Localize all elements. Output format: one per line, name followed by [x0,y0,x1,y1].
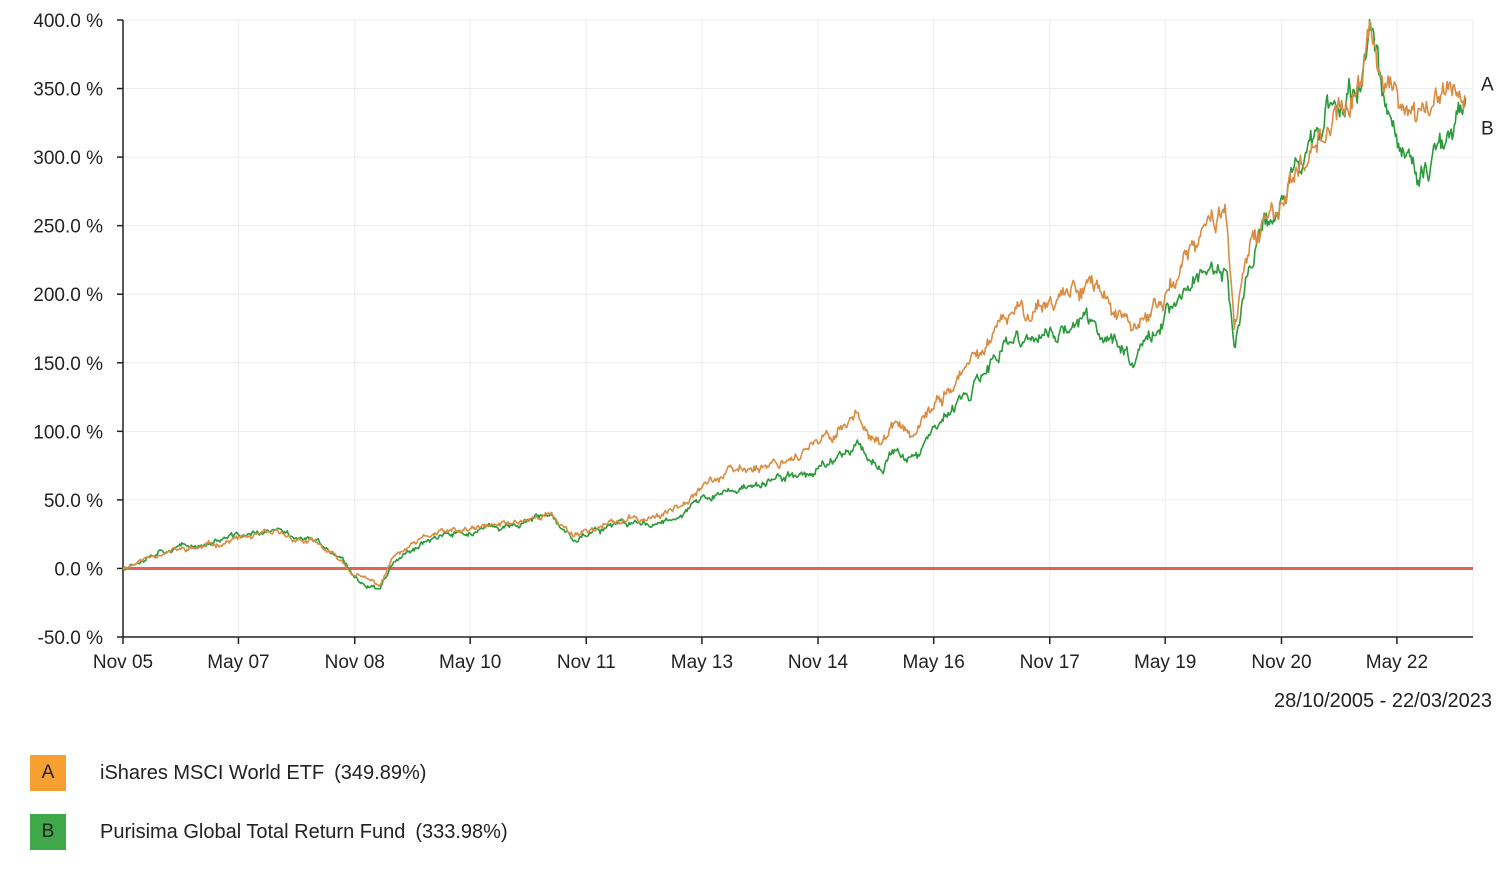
y-tick-label: 50.0 % [44,491,103,512]
x-tick-label: May 16 [903,652,965,673]
y-tick-label: 300.0 % [33,148,103,169]
x-tick-label: May 10 [439,652,501,673]
x-tick-label: Nov 20 [1251,652,1311,673]
legend-item-b: B Purisima Global Total Return Fund (333.… [30,814,508,850]
grid [122,19,1474,637]
performance-chart: 400.0 % 350.0 % 300.0 % 250.0 % 200.0 % 150.0… [33,11,1494,673]
series-end-label-b: B [1481,118,1494,139]
legend-label-b: Purisima Global Total Return Fund (333.98… [100,821,508,844]
legend-name-a: iShares MSCI World ETF [100,761,325,784]
y-tick-label: 200.0 % [33,285,103,306]
x-tick-label: Nov 14 [788,652,849,673]
legend-value-b: (333.98%) [415,820,508,843]
x-tick-label: May 22 [1366,652,1428,673]
axes [117,19,1473,644]
x-tick-label: Nov 17 [1020,652,1080,673]
y-tick-label: 250.0 % [33,217,103,238]
legend-label-a: iShares MSCI World ETF (349.89%) [100,762,426,785]
series-line-b [122,18,1467,590]
legend: A iShares MSCI World ETF (349.89%) B Puri… [30,755,508,873]
legend-value-a: (349.89%) [334,761,427,784]
series-end-labels: BA [1481,75,1494,140]
series-lines [122,18,1467,590]
y-tick-label: 150.0 % [33,354,103,375]
x-tick-label: Nov 05 [93,652,153,673]
y-tick-label: 100.0 % [33,422,103,443]
series-line-a [122,20,1467,587]
y-tick-label: 400.0 % [33,11,103,32]
legend-name-b: Purisima Global Total Return Fund [100,820,406,843]
x-tick-label: May 13 [671,652,733,673]
legend-swatch-a: A [30,755,66,791]
x-tick-label: Nov 08 [325,652,385,673]
y-tick-label: 0.0 % [54,559,103,580]
date-range-label: 28/10/2005 - 22/03/2023 [1274,690,1492,712]
y-tick-label: -50.0 % [38,628,104,649]
legend-item-a: A iShares MSCI World ETF (349.89%) [30,755,508,791]
x-tick-label: Nov 11 [557,652,616,673]
legend-swatch-b: B [30,814,66,850]
x-tick-label: May 07 [207,652,269,673]
x-tick-label: May 19 [1134,652,1196,673]
series-end-label-a: A [1481,75,1494,96]
y-tick-label: 350.0 % [33,80,103,101]
tick-labels: 400.0 % 350.0 % 300.0 % 250.0 % 200.0 % 150.0… [33,11,1428,673]
